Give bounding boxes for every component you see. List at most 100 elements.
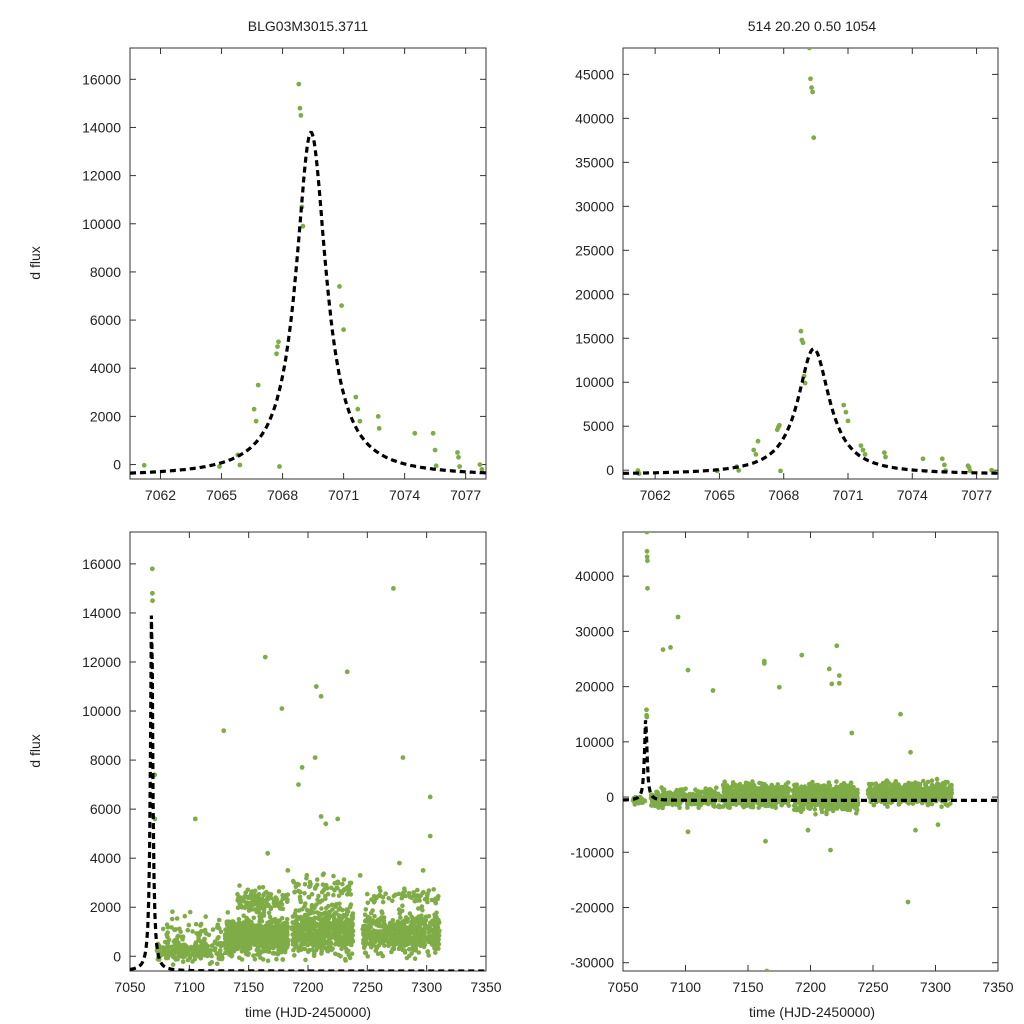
data-point <box>165 940 170 946</box>
data-point <box>362 950 368 955</box>
data-point <box>431 887 437 892</box>
data-point <box>202 936 207 942</box>
data-point <box>348 892 354 897</box>
data-point <box>780 785 785 790</box>
data-point <box>345 909 351 914</box>
data-point <box>327 909 333 915</box>
data-point <box>406 947 412 952</box>
data-point <box>256 891 262 897</box>
ytick-label: 30000 <box>575 198 614 214</box>
xlabel-bottom-left: time (HJD-2450000) <box>245 1004 371 1020</box>
data-point <box>381 921 387 926</box>
data-point <box>314 902 319 907</box>
data-point <box>645 585 650 591</box>
data-point <box>412 430 418 436</box>
data-point <box>835 804 841 810</box>
data-point <box>266 910 272 916</box>
data-point <box>349 951 355 956</box>
data-point <box>190 929 195 934</box>
data-point <box>180 937 185 942</box>
data-point <box>245 887 251 893</box>
xtick-label: 7150 <box>233 979 264 995</box>
data-point <box>667 800 672 806</box>
data-point <box>685 667 691 673</box>
data-point <box>371 942 376 948</box>
data-point <box>256 910 262 915</box>
data-point <box>365 900 371 906</box>
data-point <box>237 883 242 888</box>
data-point <box>268 906 274 912</box>
data-point <box>292 890 297 895</box>
data-point <box>325 947 330 952</box>
data-point <box>374 935 380 940</box>
data-point <box>759 794 765 800</box>
data-point <box>303 957 308 963</box>
data-point <box>675 792 681 797</box>
xtick-label: 7074 <box>897 487 928 503</box>
data-point <box>355 406 361 412</box>
data-point <box>399 908 405 914</box>
data-point <box>808 795 814 800</box>
data-point <box>694 801 699 806</box>
data-point <box>400 890 406 896</box>
data-point <box>350 937 355 943</box>
data-point <box>947 789 952 795</box>
data-point <box>399 929 405 934</box>
data-point <box>341 935 346 941</box>
data-point <box>365 891 370 897</box>
data-point <box>314 928 319 934</box>
data-point <box>761 661 767 666</box>
data-point <box>256 932 262 937</box>
data-point <box>645 558 650 564</box>
data-point <box>741 804 747 810</box>
data-point <box>295 881 300 887</box>
data-point <box>644 548 650 554</box>
data-point <box>357 873 363 878</box>
data-point <box>711 802 716 808</box>
ytick-label: 40000 <box>575 568 614 584</box>
data-point <box>908 749 913 755</box>
xtick-label: 7077 <box>450 487 481 503</box>
data-point <box>750 779 755 784</box>
data-point <box>331 915 337 920</box>
data-point <box>228 941 233 946</box>
data-point <box>736 784 742 789</box>
data-point <box>836 680 842 686</box>
data-point <box>739 789 745 795</box>
xtick-label: 7150 <box>732 979 763 995</box>
data-point <box>234 936 239 942</box>
data-point <box>192 816 198 822</box>
data-point <box>649 803 654 808</box>
data-point <box>150 590 155 596</box>
data-point <box>333 904 338 909</box>
data-point <box>411 939 417 944</box>
data-point <box>426 930 432 935</box>
xtick-label: 7250 <box>857 979 888 995</box>
data-point <box>397 860 402 866</box>
data-point <box>836 673 842 678</box>
data-point <box>190 959 195 964</box>
data-point <box>685 803 690 808</box>
data-point <box>172 927 177 933</box>
data-point <box>259 926 265 931</box>
data-point <box>249 899 254 905</box>
ytick-label: 30000 <box>575 623 614 639</box>
data-point <box>218 929 224 935</box>
data-point <box>398 915 403 920</box>
data-point <box>303 901 308 906</box>
data-point <box>433 924 439 929</box>
data-point <box>810 89 815 95</box>
data-point <box>181 949 187 955</box>
data-point <box>763 838 768 844</box>
data-point <box>805 788 810 793</box>
data-point <box>368 937 374 942</box>
data-point <box>298 914 303 920</box>
data-point <box>412 956 418 961</box>
data-point <box>807 806 813 811</box>
data-point <box>770 784 776 790</box>
data-point <box>200 940 205 945</box>
data-point <box>391 893 397 899</box>
data-point <box>937 790 943 796</box>
data-point <box>347 904 353 910</box>
data-point <box>365 954 371 959</box>
